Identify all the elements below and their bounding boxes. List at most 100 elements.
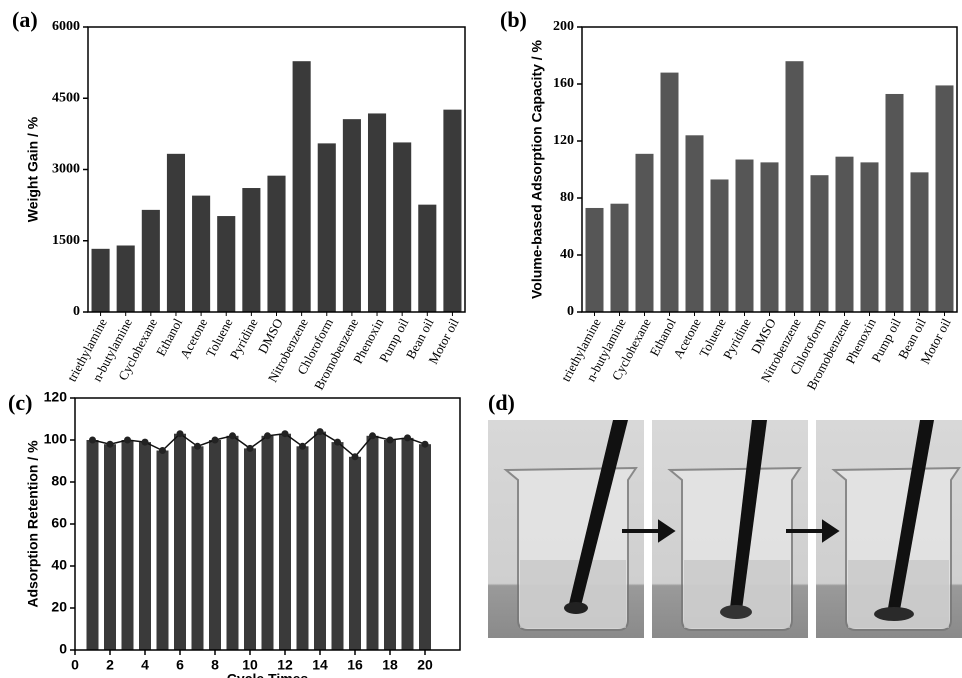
point (89, 437, 96, 444)
bar (192, 196, 210, 312)
x-tick-label: 8 (211, 657, 219, 673)
bar (936, 85, 954, 312)
bar (418, 205, 436, 312)
bar (419, 444, 431, 650)
x-axis-label: Cycle Times (227, 671, 309, 678)
y-tick-label: 120 (44, 389, 68, 405)
point (107, 441, 114, 448)
bar (368, 113, 386, 312)
bar (402, 438, 414, 650)
y-axis-label: Adsorption Retention / % (25, 440, 41, 608)
y-tick-label: 40 (51, 557, 67, 573)
point (194, 443, 201, 450)
bar (122, 440, 134, 650)
photo (652, 420, 808, 638)
bar (227, 436, 239, 650)
x-tick-label: 0 (71, 657, 79, 673)
point (387, 437, 394, 444)
point (177, 430, 184, 437)
y-tick-label: 80 (560, 190, 574, 205)
bar (279, 434, 291, 650)
photos (488, 420, 962, 638)
panel-label: (b) (500, 7, 527, 32)
bar (384, 440, 396, 650)
point (142, 439, 149, 446)
point (299, 443, 306, 450)
point (352, 453, 359, 460)
bar (209, 440, 221, 650)
photo (488, 420, 644, 638)
y-axis-label: Volume-based Adsorption Capacity / % (529, 39, 545, 299)
y-tick-label: 100 (44, 431, 68, 447)
bar (761, 162, 779, 312)
bar (586, 208, 604, 312)
bar (174, 434, 186, 650)
bar (443, 110, 461, 312)
bar (861, 162, 879, 312)
bar (314, 432, 326, 650)
bar (318, 143, 336, 312)
bar (836, 157, 854, 312)
y-axis-label: Weight Gain / % (25, 116, 41, 222)
y-tick-label: 120 (553, 133, 574, 148)
x-tick-label: 4 (141, 657, 149, 673)
bar (92, 249, 110, 312)
y-tick-label: 4500 (52, 90, 80, 105)
panel-label: (d) (488, 390, 515, 415)
bar (217, 216, 235, 312)
bar (167, 154, 185, 312)
bar (661, 73, 679, 312)
bar (636, 154, 654, 312)
bar (293, 61, 311, 312)
bar (267, 176, 285, 312)
bar (736, 160, 754, 312)
y-tick-label: 1500 (52, 233, 80, 248)
bar (142, 210, 160, 312)
point (404, 434, 411, 441)
point (229, 432, 236, 439)
x-tick-label: 16 (347, 657, 363, 673)
x-tick-label: 18 (382, 657, 398, 673)
bar (262, 436, 274, 650)
bar (297, 446, 309, 650)
figure: (d) (a) Weight Gain / % 0 1500 3000 4500 (0, 0, 962, 678)
point (317, 428, 324, 435)
y-tick-label: 20 (51, 599, 67, 615)
point (247, 445, 254, 452)
bar (367, 436, 379, 650)
bar (117, 246, 135, 313)
point (159, 447, 166, 454)
bar (711, 179, 729, 312)
y-tick-label: 6000 (52, 19, 80, 34)
bar (104, 444, 116, 650)
point (369, 432, 376, 439)
bar (911, 172, 929, 312)
point (422, 441, 429, 448)
bar (686, 135, 704, 312)
point (334, 439, 341, 446)
bar (244, 448, 256, 650)
bar (811, 175, 829, 312)
photo (816, 420, 962, 638)
y-tick-label: 200 (553, 19, 574, 34)
y-tick-label: 0 (73, 304, 80, 319)
bar (886, 94, 904, 312)
panel-label: (c) (8, 390, 32, 415)
bar (349, 457, 361, 650)
bar (343, 119, 361, 312)
bar (139, 442, 151, 650)
bar (192, 446, 204, 650)
bar (87, 440, 99, 650)
y-tick-label: 40 (560, 247, 574, 262)
point (264, 432, 271, 439)
bar (242, 188, 260, 312)
y-tick-label: 80 (51, 473, 67, 489)
y-tick-label: 0 (59, 641, 67, 657)
panel-label: (a) (12, 7, 38, 32)
point (212, 437, 219, 444)
x-tick-label: 20 (417, 657, 433, 673)
x-tick-label: 14 (312, 657, 328, 673)
bar (332, 442, 344, 650)
point (124, 437, 131, 444)
y-tick-label: 3000 (52, 162, 80, 177)
